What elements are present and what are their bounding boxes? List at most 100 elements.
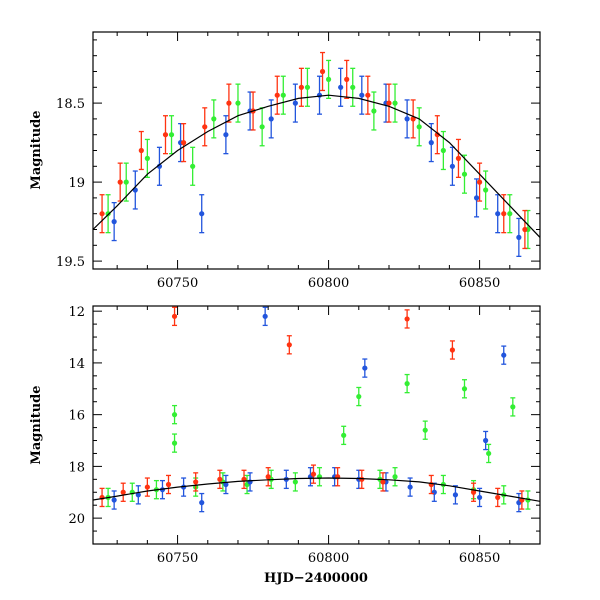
data-point-green xyxy=(168,115,175,155)
data-point-green xyxy=(404,373,410,394)
panel-top-y-axis-title: Magnitude xyxy=(29,110,44,189)
data-point-red xyxy=(298,67,304,107)
panel-top-points xyxy=(99,51,531,258)
data-point-green xyxy=(371,91,377,131)
data-point-blue xyxy=(111,490,117,510)
data-point-blue xyxy=(132,170,138,210)
data-point-red xyxy=(359,469,365,490)
data-point-green xyxy=(171,433,178,453)
data-point-red xyxy=(319,51,326,92)
data-point-red xyxy=(226,83,232,123)
data-point-blue xyxy=(495,194,501,234)
data-point-red xyxy=(501,194,507,234)
data-point-green xyxy=(341,425,347,446)
y-tick-label: 20 xyxy=(68,512,85,527)
y-tick-label: 19 xyxy=(68,176,85,191)
data-point-red xyxy=(310,464,317,484)
panel-bottom-tick-labels: 60750 60800 60850 12 14 16 18 20 xyxy=(68,305,500,566)
y-tick-label: 18.5 xyxy=(56,97,85,112)
panel-bottom-y-axis-title: Magnitude xyxy=(29,385,44,464)
data-point-red xyxy=(138,130,144,171)
x-tick-label: 60850 xyxy=(459,551,500,566)
data-point-red xyxy=(162,115,169,155)
data-point-blue xyxy=(338,67,344,107)
data-point-blue xyxy=(404,99,410,139)
panel-bottom-frame xyxy=(92,305,541,545)
data-point-red xyxy=(165,474,172,495)
panel-bottom: 60750 60800 60850 12 14 16 18 20 Magnitude HJD−… xyxy=(29,305,541,586)
data-point-red xyxy=(286,335,292,355)
data-point-blue xyxy=(449,146,456,186)
data-point-green xyxy=(129,482,135,502)
data-point-red xyxy=(344,59,350,100)
data-point-green xyxy=(392,83,398,123)
data-point-red xyxy=(449,340,456,360)
data-point-blue xyxy=(473,178,480,218)
data-point-blue xyxy=(199,492,205,513)
x-axis-title: HJD−2400000 xyxy=(264,571,368,586)
data-point-blue xyxy=(156,146,163,186)
data-point-green xyxy=(292,472,298,492)
panel-top: 60750 60800 60850 18.5 19 19.5 Magnitude xyxy=(29,31,541,291)
y-tick-label: 16 xyxy=(68,409,85,424)
panel-bottom-ticks xyxy=(93,306,541,545)
data-point-red xyxy=(117,162,123,202)
data-point-green xyxy=(350,67,356,107)
data-point-blue xyxy=(199,194,205,234)
panel-top-tick-labels: 60750 60800 60850 18.5 19 19.5 xyxy=(56,97,500,291)
data-point-red xyxy=(99,487,105,508)
x-tick-label: 60800 xyxy=(308,551,349,566)
data-point-green xyxy=(392,467,398,487)
data-point-blue xyxy=(501,345,507,365)
data-point-red xyxy=(181,122,187,163)
data-point-green xyxy=(486,443,492,464)
data-point-green xyxy=(507,194,513,234)
data-point-red xyxy=(476,162,483,202)
data-point-red xyxy=(365,75,371,115)
panel-top-model-curve xyxy=(93,94,540,238)
data-point-green xyxy=(171,404,178,425)
data-point-blue xyxy=(262,306,268,327)
panel-bottom-model-curve xyxy=(93,477,540,502)
data-point-blue xyxy=(316,75,323,115)
y-tick-label: 12 xyxy=(68,305,85,320)
x-tick-label: 60750 xyxy=(157,551,198,566)
data-point-blue xyxy=(483,430,489,451)
data-point-red xyxy=(99,194,105,234)
data-point-green xyxy=(259,107,265,147)
data-point-blue xyxy=(428,122,434,163)
y-tick-label: 19.5 xyxy=(56,255,85,270)
panel-top-ticks xyxy=(93,32,541,269)
data-point-red xyxy=(217,469,223,490)
data-point-red xyxy=(455,138,462,179)
data-point-red xyxy=(386,83,392,123)
x-tick-label: 60800 xyxy=(308,276,349,291)
x-tick-label: 60750 xyxy=(157,276,198,291)
data-point-green xyxy=(461,379,468,399)
data-point-green xyxy=(461,154,468,194)
data-point-green xyxy=(325,59,332,100)
data-point-blue xyxy=(359,75,365,115)
data-point-green xyxy=(422,420,428,440)
data-point-red xyxy=(144,477,150,497)
data-point-red xyxy=(495,487,501,508)
data-point-red xyxy=(202,107,208,147)
data-point-red xyxy=(274,75,280,115)
data-point-blue xyxy=(362,358,368,378)
data-point-green xyxy=(316,467,323,487)
data-point-red xyxy=(171,306,178,327)
x-tick-label: 60850 xyxy=(459,276,500,291)
y-tick-label: 18 xyxy=(68,460,85,475)
panel-bottom-points xyxy=(99,306,531,513)
data-point-green xyxy=(144,138,150,179)
data-point-green xyxy=(304,67,311,107)
data-point-blue xyxy=(516,217,522,258)
data-point-red xyxy=(335,467,341,487)
data-point-red xyxy=(404,309,410,329)
data-point-blue xyxy=(135,485,141,505)
data-point-blue xyxy=(268,99,274,139)
data-point-green xyxy=(510,397,516,417)
data-point-green xyxy=(211,99,217,139)
data-point-red xyxy=(265,467,271,487)
